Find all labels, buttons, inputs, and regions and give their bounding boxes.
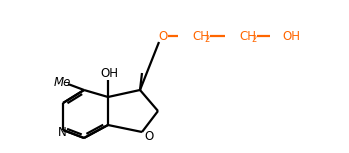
- Text: N: N: [58, 125, 66, 138]
- Text: CH: CH: [239, 30, 256, 43]
- Text: OH: OH: [282, 30, 300, 43]
- Text: O: O: [144, 129, 154, 142]
- Text: Me: Me: [53, 75, 71, 88]
- Text: 2: 2: [251, 34, 256, 43]
- Text: OH: OH: [100, 67, 118, 80]
- Text: CH: CH: [192, 30, 209, 43]
- Text: 2: 2: [204, 34, 209, 43]
- Text: O: O: [158, 30, 168, 43]
